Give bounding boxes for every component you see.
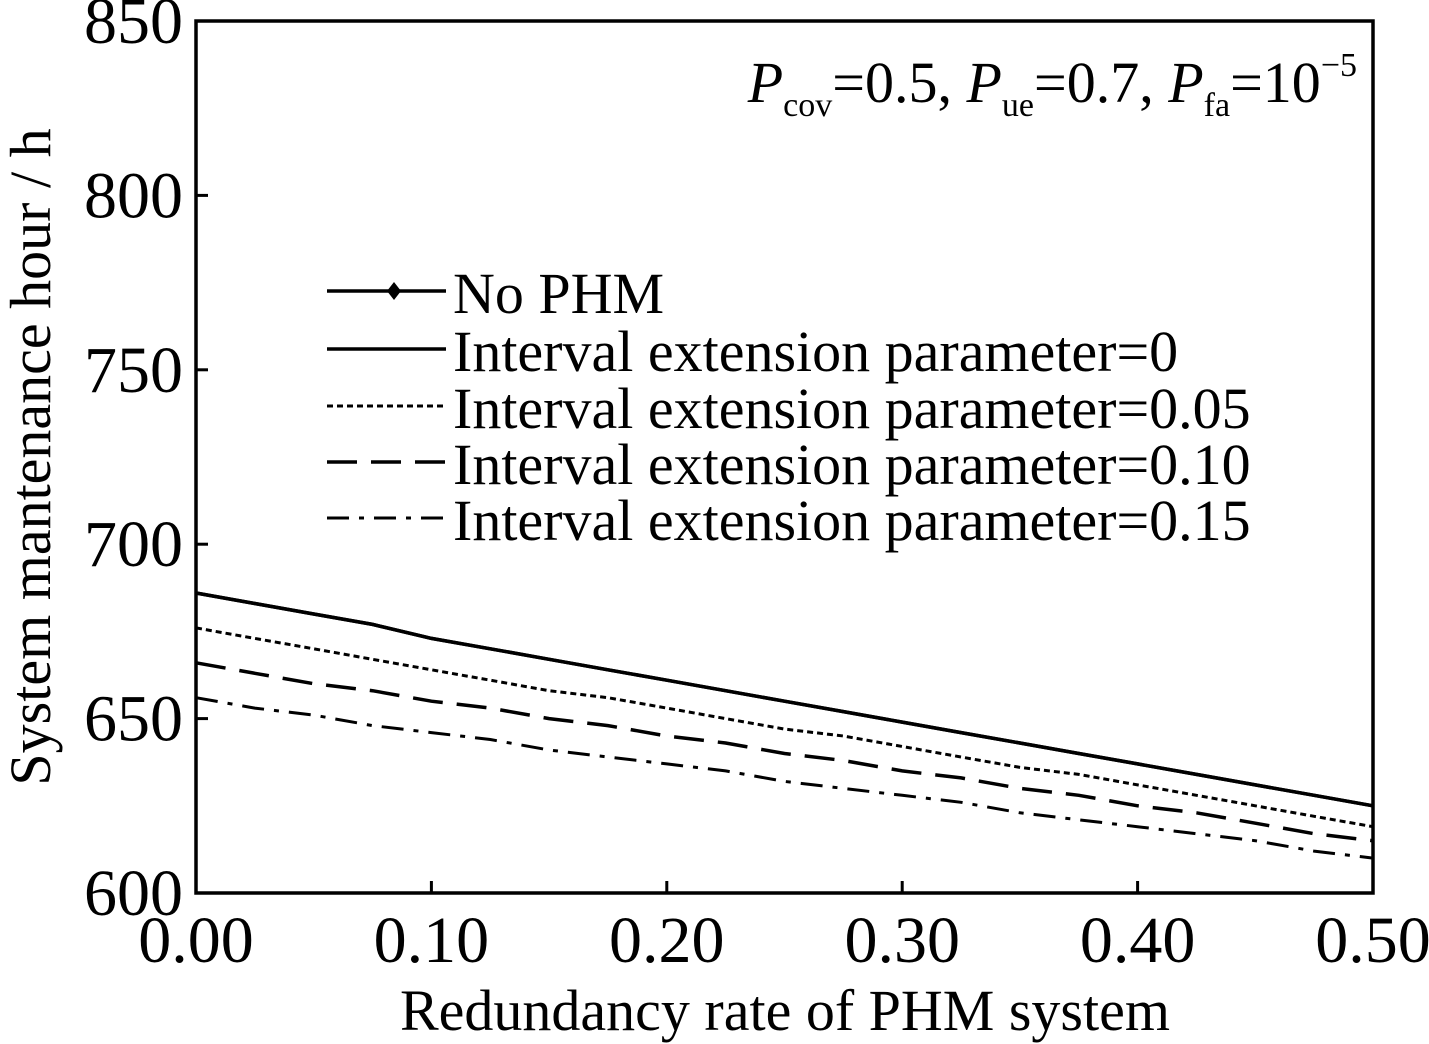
y-axis-title: System mantenance hour / h [0, 128, 63, 785]
annot-sub-cov: cov [783, 87, 832, 124]
x-tick-label-4: 0.40 [1080, 904, 1196, 977]
y-tick-label-5: 850 [84, 0, 183, 58]
annot-val-cov: =0.5, [832, 50, 966, 115]
series-line-2 [195, 626, 1374, 829]
annot-val-fa: =10 [1230, 50, 1321, 115]
plot-frame [194, 19, 1375, 895]
y-tick-label-3: 750 [84, 334, 183, 407]
x-tick-label-0: 0.00 [138, 904, 254, 977]
legend-label-2: Interval extension parameter=0.05 [453, 376, 1251, 441]
legend-label-4: Interval extension parameter=0.15 [453, 488, 1251, 553]
x-tick-label-2: 0.20 [609, 904, 725, 977]
annot-p1: P [747, 50, 783, 115]
annot-p3: P [1167, 50, 1203, 115]
annot-exponent: −5 [1321, 47, 1357, 84]
series-line-1 [195, 591, 1374, 808]
y-tick-label-2: 700 [84, 508, 183, 581]
legend-label-3: Interval extension parameter=0.10 [453, 432, 1251, 497]
legend-label-1: Interval extension parameter=0 [453, 319, 1178, 384]
annot-p2: P [965, 50, 1001, 115]
y-tick-label-1: 650 [84, 683, 183, 756]
series-line-4 [195, 696, 1374, 860]
x-tick-label-3: 0.30 [844, 904, 960, 977]
legend-label-0: No PHM [453, 261, 664, 326]
x-tick-label-1: 0.10 [374, 904, 490, 977]
series-line-3 [195, 661, 1374, 843]
annot-sub-fa: fa [1204, 87, 1230, 124]
y-tick-label-0: 600 [84, 857, 183, 930]
annot-sub-ue: ue [1002, 87, 1034, 124]
x-axis-title: Redundancy rate of PHM system [400, 978, 1170, 1043]
tick-label-group: 0.00 0.10 0.20 0.30 0.40 0.50 600 650 700 750 800 8… [84, 0, 1429, 977]
parameter-annotation: Pcov=0.5, Pue=0.7, Pfa=10−5 [747, 47, 1357, 124]
y-tick-label-4: 800 [84, 159, 183, 232]
series-group [195, 591, 1374, 860]
x-tick-label-5: 0.50 [1315, 904, 1429, 977]
annot-val-ue: =0.7, [1034, 50, 1168, 115]
legend-marker-0 [387, 282, 401, 300]
